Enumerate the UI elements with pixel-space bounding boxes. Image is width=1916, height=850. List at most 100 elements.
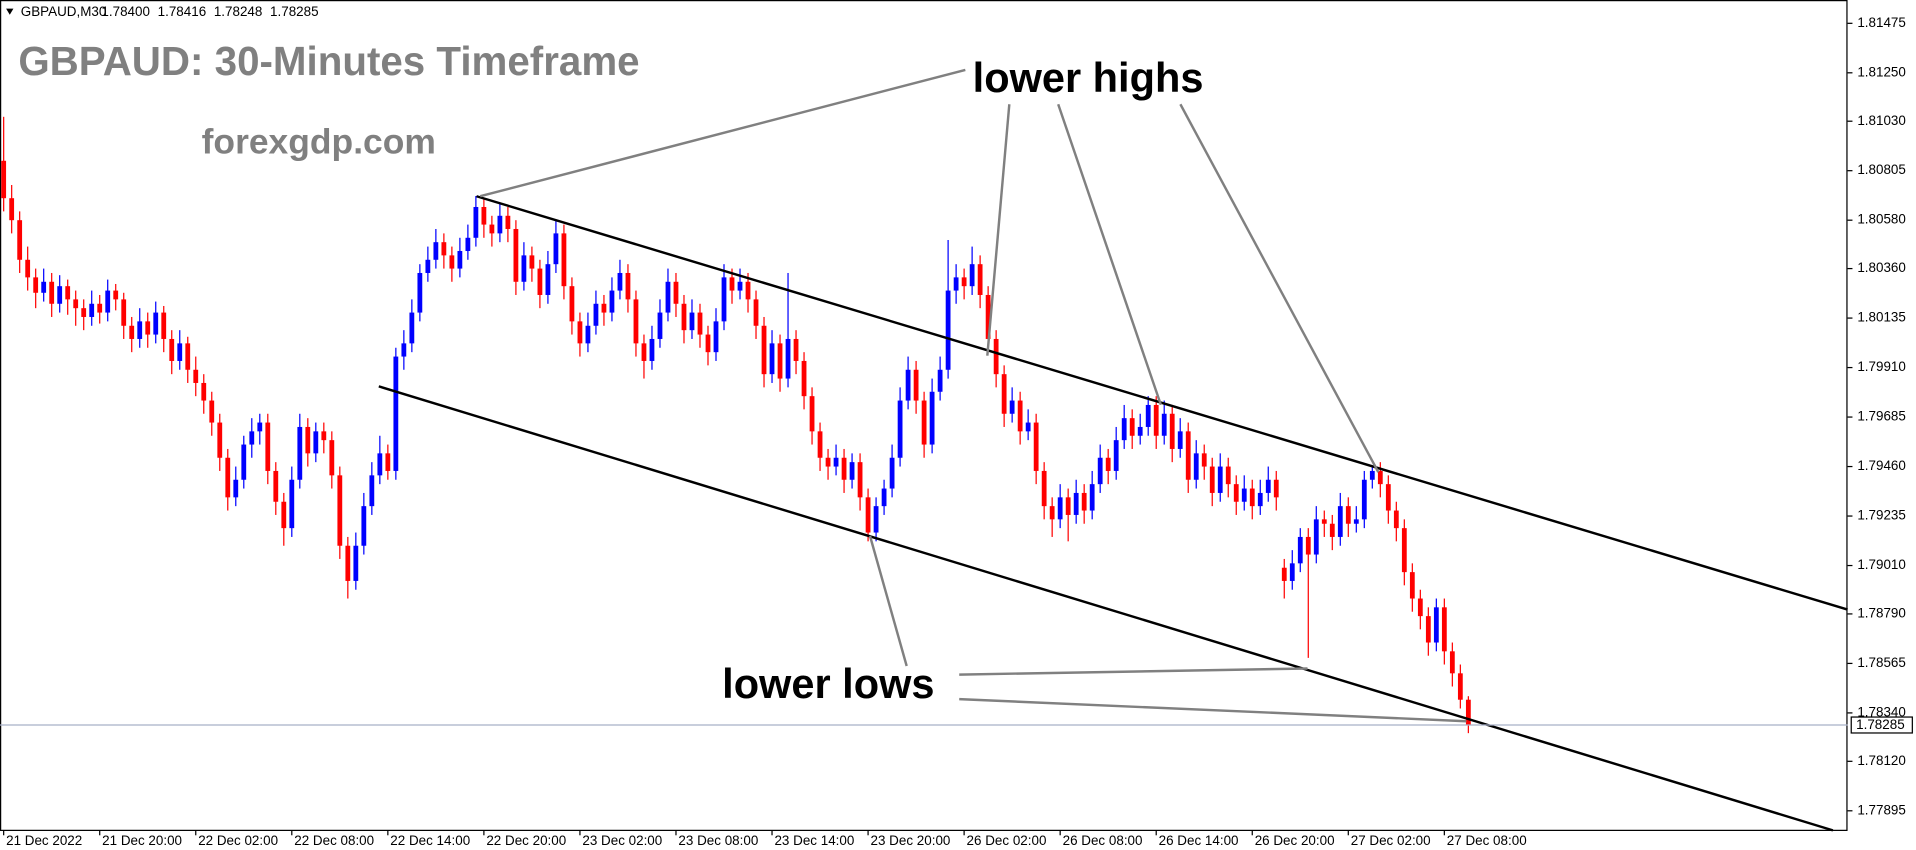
candle-body	[793, 338, 799, 361]
candle-body	[1377, 470, 1383, 485]
candle-body	[1249, 488, 1255, 507]
candle-body	[377, 453, 383, 476]
candle-body	[169, 338, 175, 361]
candle-body	[17, 220, 23, 260]
candle-body	[833, 457, 839, 467]
pointer	[986, 104, 1011, 356]
candle-body	[1169, 413, 1175, 449]
candle-body	[1153, 404, 1159, 436]
candle-body	[873, 506, 879, 533]
candle-body	[321, 431, 327, 441]
chart-subtitle: forexgdp.com	[202, 121, 436, 161]
candle-body	[249, 431, 255, 445]
candle-body	[313, 431, 319, 454]
candle-body	[1233, 484, 1239, 502]
x-tick-label: 22 Dec 20:00	[486, 833, 566, 848]
candle-body	[409, 312, 415, 344]
candle-body	[513, 228, 519, 282]
candle-body	[1049, 506, 1055, 520]
candle-body	[1369, 470, 1375, 480]
candle-body	[697, 312, 703, 335]
candle-body	[745, 281, 751, 300]
candle-body	[433, 242, 439, 260]
candle-body	[1313, 519, 1319, 555]
candle-body	[689, 312, 695, 331]
candle-body	[1457, 673, 1463, 700]
candle-body	[1025, 422, 1031, 432]
candle-body	[577, 321, 583, 344]
candle-body	[889, 457, 895, 489]
candle-body	[257, 422, 263, 432]
candle-body	[89, 303, 95, 317]
candle-body	[1273, 479, 1279, 498]
candle-body	[417, 272, 423, 313]
candle-body	[737, 281, 743, 291]
candle-body	[1057, 497, 1063, 520]
candle-body	[1337, 506, 1343, 537]
candle-body	[41, 281, 47, 293]
candle-body	[529, 255, 535, 269]
candle-body	[657, 312, 663, 339]
candle-body	[441, 242, 447, 256]
axes: 1.81475 1.81250 1.81030 1.80805 1.80580 1.803…	[0, 15, 1913, 848]
candle-body	[1113, 440, 1119, 471]
candle-body	[49, 281, 55, 304]
candle-body	[1209, 466, 1215, 493]
candle-body	[1009, 400, 1015, 414]
y-tick-label: 1.79235	[1857, 508, 1906, 523]
candle-body	[609, 290, 615, 313]
candle-body	[729, 277, 735, 291]
candle-body	[145, 321, 151, 335]
x-tick-label: 22 Dec 02:00	[198, 833, 278, 848]
pointer	[868, 535, 908, 667]
x-tick-label: 21 Dec 20:00	[102, 833, 182, 848]
candle-body	[193, 369, 199, 383]
candle-body	[1201, 453, 1207, 467]
candle-body	[977, 264, 983, 295]
upper-channel-line	[476, 195, 1848, 611]
candle-body	[665, 281, 671, 313]
candle-body	[121, 299, 127, 326]
x-tick-label: 27 Dec 08:00	[1447, 833, 1527, 848]
x-tick-label: 22 Dec 08:00	[294, 833, 374, 848]
candle-body	[449, 255, 455, 269]
price-label: 1.78285	[1856, 717, 1905, 732]
chart-title: GBPAUD: 30-Minutes Timeframe	[18, 38, 639, 84]
candle-body	[137, 321, 143, 339]
candle-body	[1329, 523, 1335, 537]
y-tick-label: 1.81475	[1857, 15, 1906, 30]
candle-body	[1129, 418, 1135, 436]
candle-body	[801, 360, 807, 397]
header-open: 1.78400	[101, 4, 150, 19]
candle-body	[1081, 492, 1087, 511]
candle-body	[881, 488, 887, 507]
candle-body	[481, 206, 487, 225]
candle-body	[721, 277, 727, 322]
candle-body	[1345, 506, 1351, 524]
candle-body	[105, 290, 111, 313]
candle-body	[625, 272, 631, 300]
pointer	[959, 697, 1467, 723]
y-tick-label: 1.79010	[1857, 557, 1906, 572]
candle-body	[1417, 598, 1423, 617]
pointer	[959, 667, 1308, 676]
candle-body	[385, 453, 391, 471]
candle-body	[633, 299, 639, 344]
candle-body	[497, 215, 503, 234]
candle-body	[569, 286, 575, 322]
candle-body	[1185, 431, 1191, 480]
candle-body	[1241, 488, 1247, 502]
candle-body	[345, 545, 351, 581]
price-label-box	[1850, 716, 1913, 734]
candle-body	[329, 440, 335, 476]
pointer	[1057, 103, 1162, 406]
y-tick-label: 1.78790	[1857, 605, 1906, 620]
candle-body	[1065, 497, 1071, 515]
candle-body	[73, 299, 79, 309]
candle-body	[921, 400, 927, 445]
candle-body	[1465, 699, 1471, 726]
candle-body	[993, 338, 999, 375]
candle-body	[785, 338, 791, 379]
candle-body	[81, 308, 87, 317]
